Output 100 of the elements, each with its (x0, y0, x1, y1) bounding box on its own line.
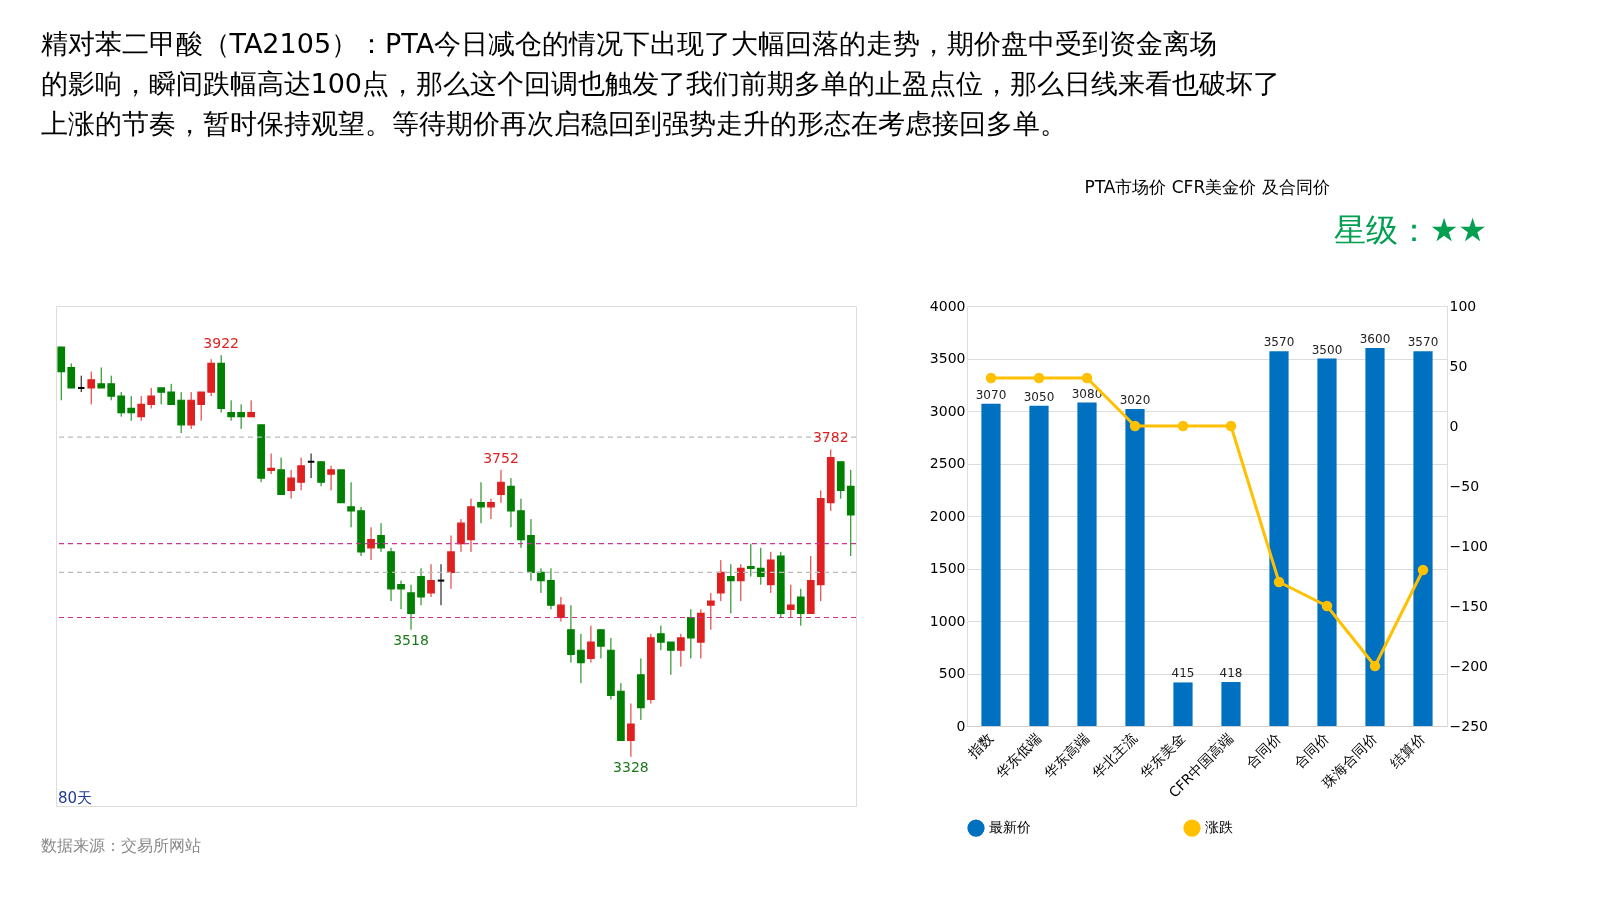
chart-title: 精对苯二甲酸（TA2105）：PTA今日减仓的情况下出现了大幅回落的走势，期价盘中受到资金离场的影响，瞬间跌幅高达100点，那么这个回调也触发了我们前期多单的止盈点位，那么日线来看也破坏了上涨的节奏，暂时保持观望。等待期价再次启稳回到强势走升的形态在考虑接回多单。 (40, 27, 1281, 139)
text: 80天 (58, 789, 93, 807)
candlestick (756, 547, 765, 586)
data-label: 3600 (1359, 332, 1391, 346)
candlestick (227, 399, 235, 422)
candlestick (487, 498, 495, 520)
y-tick-label: 3500 (929, 350, 966, 366)
bar (981, 403, 1001, 726)
bar (1269, 351, 1289, 726)
annotation: 3328 (613, 758, 649, 775)
candlestick (667, 641, 675, 676)
data-label: 3570 (1407, 335, 1439, 350)
y-tick-label: 4000 (929, 297, 966, 314)
candlestick (597, 629, 605, 659)
candlestick (247, 399, 255, 418)
candlestick (167, 383, 176, 405)
candlestick (457, 518, 465, 553)
candlestick (677, 633, 685, 668)
x-tick-label: 合同价 (1242, 730, 1284, 772)
candlestick (417, 567, 425, 606)
candlestick (716, 559, 725, 602)
point (1369, 660, 1381, 672)
candlestick (107, 375, 116, 401)
bar (1365, 348, 1385, 726)
y-tick-label: 1000 (929, 612, 966, 629)
data-label: 3050 (1023, 389, 1055, 404)
candlestick (437, 563, 445, 606)
candlestick (317, 461, 325, 487)
candlestick (297, 457, 305, 491)
y2-tick-label: 50 (1449, 357, 1468, 374)
bar (1125, 408, 1145, 726)
point (1225, 420, 1237, 432)
point (1417, 564, 1429, 576)
bar (1077, 402, 1097, 726)
candlestick (347, 481, 355, 528)
y2-tick-label: −50 (1449, 477, 1480, 494)
source-note: 数据来源：交易所网站 (41, 836, 201, 855)
candlestick (397, 580, 405, 610)
point (1033, 372, 1045, 384)
x-tick-label: 华北主流 (1089, 730, 1140, 782)
candlestick (687, 608, 695, 659)
legend-label: 最新价 (989, 819, 1031, 836)
y-tick-label: 3000 (929, 402, 966, 419)
candlestick (267, 453, 275, 475)
x-tick-label: 华东低端 (993, 730, 1044, 782)
y-tick-label: 0 (956, 717, 966, 734)
candlestick (537, 567, 545, 594)
candlestick (147, 387, 156, 409)
point (1081, 372, 1093, 384)
y2-tick-label: −200 (1449, 657, 1488, 674)
point (1129, 420, 1141, 432)
legend-label: 涨跌 (1205, 819, 1233, 836)
candlestick (327, 465, 335, 491)
candlestick (117, 391, 126, 418)
bar (1317, 358, 1337, 726)
x-tick-label: 指数 (964, 730, 996, 762)
candlestick (786, 584, 795, 618)
candlestick (577, 633, 585, 684)
candlestick (587, 625, 595, 664)
y2-tick-label: 100 (1449, 297, 1477, 314)
candlestick (736, 563, 745, 602)
point (985, 372, 997, 384)
candlestick (706, 592, 715, 631)
data-label: 3070 (975, 387, 1007, 402)
point (1177, 420, 1189, 432)
y-tick-label: 1500 (929, 560, 966, 576)
candlestick (127, 395, 136, 422)
y2-tick-label: −100 (1449, 537, 1488, 554)
y-tick-label: 2000 (929, 507, 966, 524)
y2-tick-label: −250 (1449, 717, 1488, 734)
data-label: 3020 (1119, 392, 1151, 407)
data-label: 415 (1171, 666, 1195, 681)
candlestick (197, 391, 206, 422)
annotation: 3782 (812, 429, 849, 446)
y2-tick-label: 0 (1449, 417, 1459, 434)
annotation: 3518 (393, 631, 429, 648)
candlestick (237, 403, 245, 430)
candlestick (87, 371, 96, 405)
data-label: 3500 (1311, 342, 1343, 357)
bar (1173, 682, 1193, 726)
text: 星级：★★ (1333, 211, 1487, 249)
y-tick-label: 2500 (929, 455, 966, 471)
bar (1221, 682, 1241, 726)
candlestick (137, 395, 146, 422)
chart-title: PTA市场价 CFR美金价 及合同价 (1084, 177, 1330, 197)
candlestick (746, 543, 755, 577)
candlestick (97, 366, 106, 389)
candlestick (407, 584, 415, 631)
point (1273, 576, 1285, 588)
y-tick-label: 500 (938, 665, 966, 681)
candlestick (557, 596, 565, 623)
annotation: 3752 (483, 449, 519, 466)
candlestick (447, 535, 455, 590)
candlestick (497, 469, 505, 504)
annotation: 3922 (203, 335, 239, 352)
candlestick (367, 526, 375, 561)
x-tick-label: 合同价 (1290, 730, 1332, 772)
candlestick (796, 588, 805, 627)
bar (1029, 405, 1049, 726)
candlestick (726, 563, 735, 614)
